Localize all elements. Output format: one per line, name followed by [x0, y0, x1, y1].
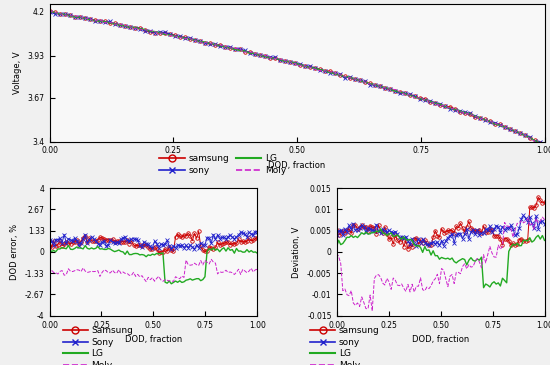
Legend: samsung, sony, LG, Moly: samsung, sony, LG, Moly: [306, 322, 383, 365]
X-axis label: DOD, fraction: DOD, fraction: [412, 335, 469, 344]
Legend: samsung, sony, LG, Moly: samsung, sony, LG, Moly: [156, 150, 290, 178]
Y-axis label: Deviation, V: Deviation, V: [293, 226, 301, 277]
Y-axis label: DOD error, %: DOD error, %: [10, 224, 19, 280]
X-axis label: DOD, fraction: DOD, fraction: [268, 161, 326, 170]
Y-axis label: Voltage, V: Voltage, V: [13, 51, 22, 94]
X-axis label: DOD, fraction: DOD, fraction: [125, 335, 182, 344]
